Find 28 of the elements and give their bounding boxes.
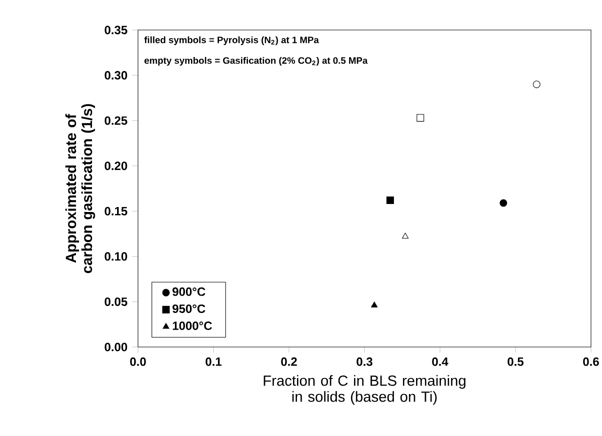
x-tick-label: 0.5 bbox=[508, 357, 524, 366]
point bbox=[402, 232, 409, 239]
x-tick-label: 0.3 bbox=[356, 357, 372, 366]
annotation: filled symbols = Pyrolysis (N$_{2}$) at 1 MPa bbox=[144, 36, 319, 46]
x-axis-title: Fraction of C in BLS remaining in solids (based on Ti) bbox=[264, 375, 466, 405]
annotation: empty symbols = Gasification (2% CO$_{2}$) at 0.5 MPa bbox=[144, 56, 368, 66]
y-tick-label: 0.35 bbox=[104, 26, 128, 34]
point bbox=[371, 302, 378, 308]
legend-label: 950°C bbox=[172, 304, 206, 313]
x-tick-label: 0.0 bbox=[130, 357, 146, 366]
legend-label: 1000°C bbox=[172, 322, 212, 330]
x-tick-label: 0.6 bbox=[583, 357, 599, 366]
y-tick-label: 0.00 bbox=[104, 342, 128, 352]
y-tick-label: 0.25 bbox=[104, 116, 128, 125]
point bbox=[386, 196, 394, 204]
point bbox=[416, 114, 424, 122]
y-tick-label: 0.05 bbox=[104, 297, 128, 306]
x-tick-label: 0.4 bbox=[432, 357, 448, 366]
point bbox=[500, 199, 508, 207]
y-tick-label: 0.15 bbox=[104, 206, 128, 216]
x-tick-label: 0.1 bbox=[206, 357, 222, 366]
point bbox=[532, 80, 540, 88]
y-axis-title: Approximated rate of carbon gasification (1/s) bbox=[65, 104, 96, 274]
legend-label: 900°C bbox=[172, 287, 206, 296]
y-tick-label: 0.10 bbox=[104, 252, 128, 261]
x-tick-label: 0.2 bbox=[281, 357, 297, 366]
y-tick-label: 0.30 bbox=[104, 71, 128, 80]
y-tick-label: 0.20 bbox=[104, 162, 128, 170]
